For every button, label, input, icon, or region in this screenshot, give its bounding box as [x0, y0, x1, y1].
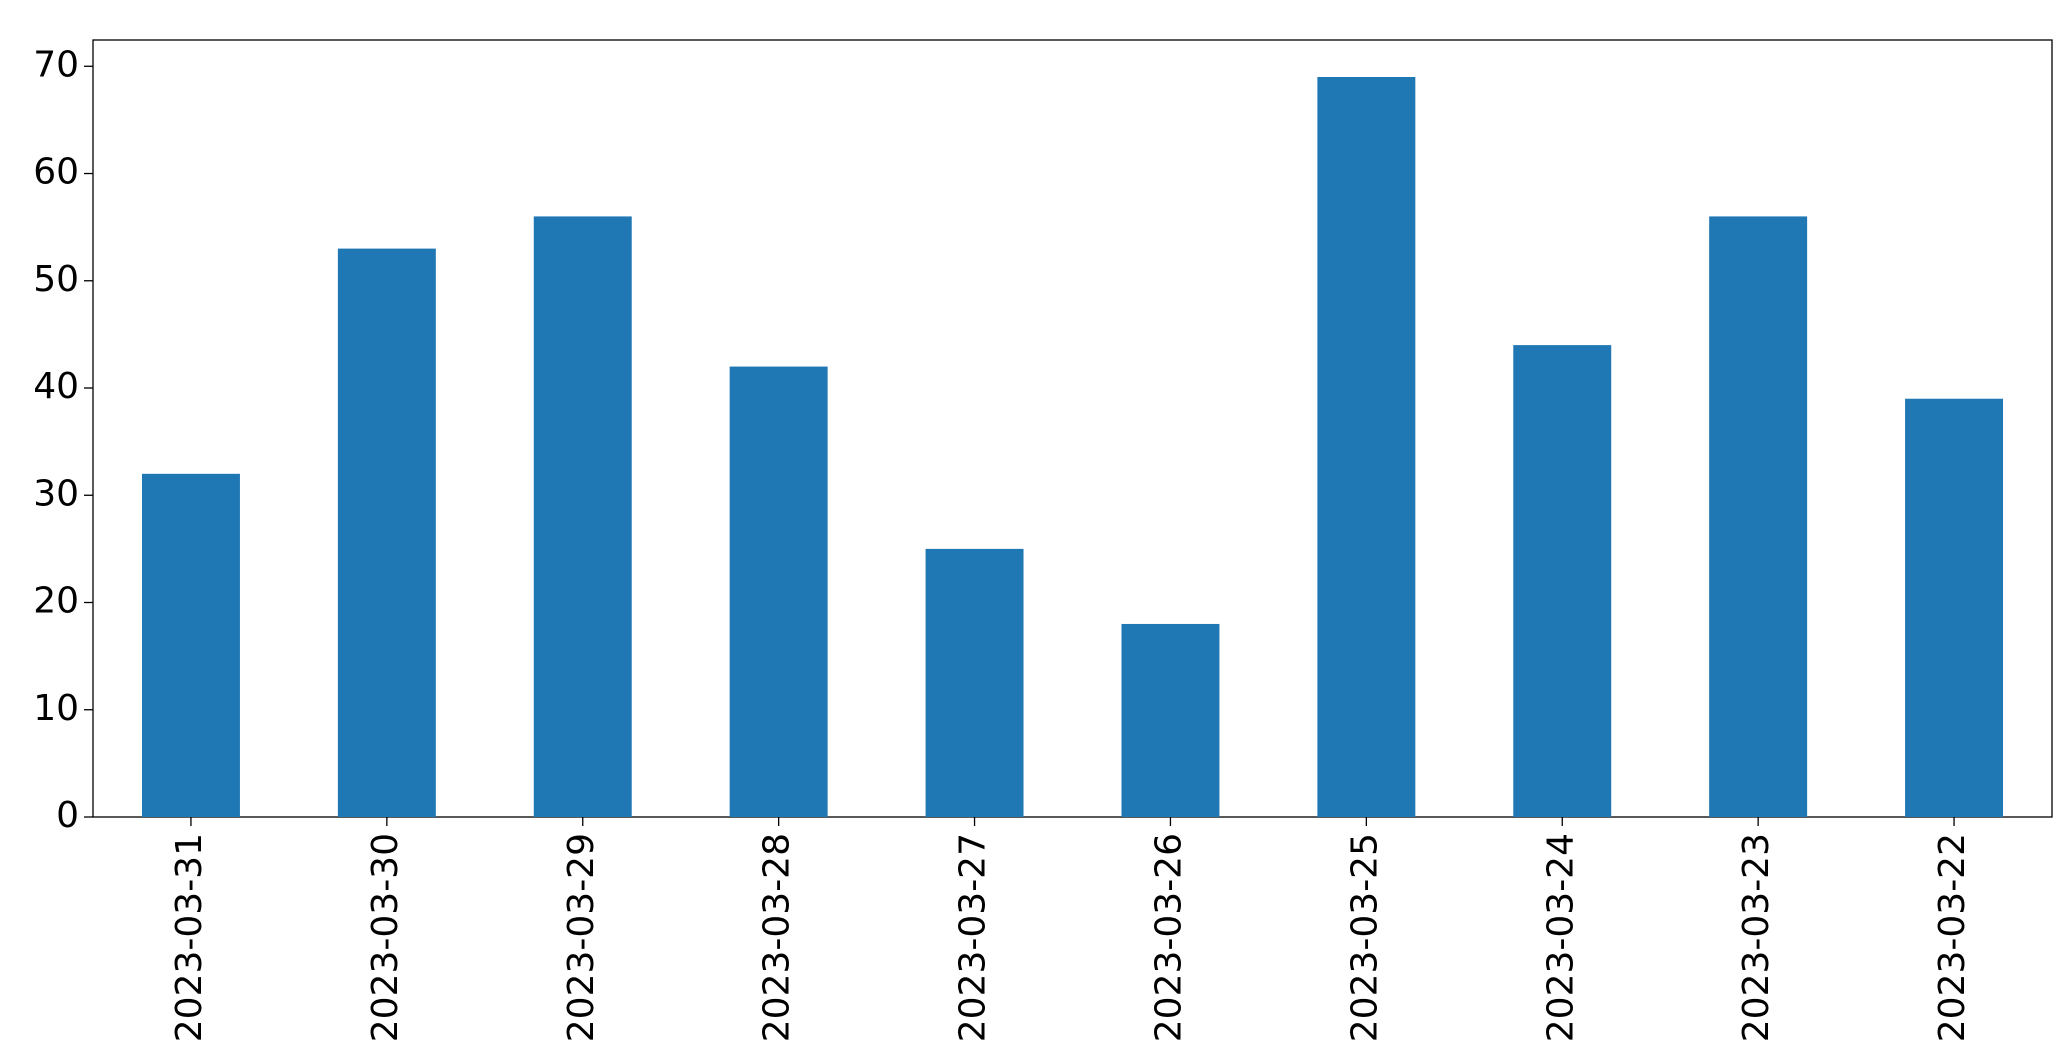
x-tick-label: 2023-03-25 [1344, 833, 1385, 1042]
y-tick-label: 20 [33, 581, 79, 622]
y-tick-label: 50 [33, 259, 79, 300]
x-tick-label: 2023-03-24 [1540, 833, 1581, 1042]
bar [1317, 77, 1416, 817]
x-tick-label: 2023-03-23 [1736, 833, 1777, 1042]
bar [1121, 623, 1220, 817]
x-tick-label: 2023-03-28 [757, 833, 798, 1042]
y-tick-label: 40 [33, 366, 79, 407]
y-tick-label: 10 [33, 688, 79, 729]
bar [141, 473, 240, 817]
y-tick-label: 70 [33, 44, 79, 85]
bar [337, 248, 436, 817]
y-tick-label: 0 [56, 795, 79, 836]
x-tick-label: 2023-03-30 [365, 833, 406, 1042]
x-tick-label: 2023-03-27 [953, 833, 994, 1042]
x-tick-label: 2023-03-31 [169, 833, 210, 1042]
bar [1905, 398, 2004, 817]
plot-frame [92, 39, 2053, 818]
bar [729, 366, 828, 817]
y-tick-label: 60 [33, 152, 79, 193]
bar [1709, 216, 1808, 817]
bar [925, 548, 1024, 817]
x-tick-label: 2023-03-29 [561, 833, 602, 1042]
y-tick-label: 30 [33, 473, 79, 514]
x-tick-label: 2023-03-22 [1932, 833, 1973, 1042]
x-tick-label: 2023-03-26 [1148, 833, 1189, 1042]
bar [1513, 345, 1612, 817]
bar [533, 216, 632, 817]
